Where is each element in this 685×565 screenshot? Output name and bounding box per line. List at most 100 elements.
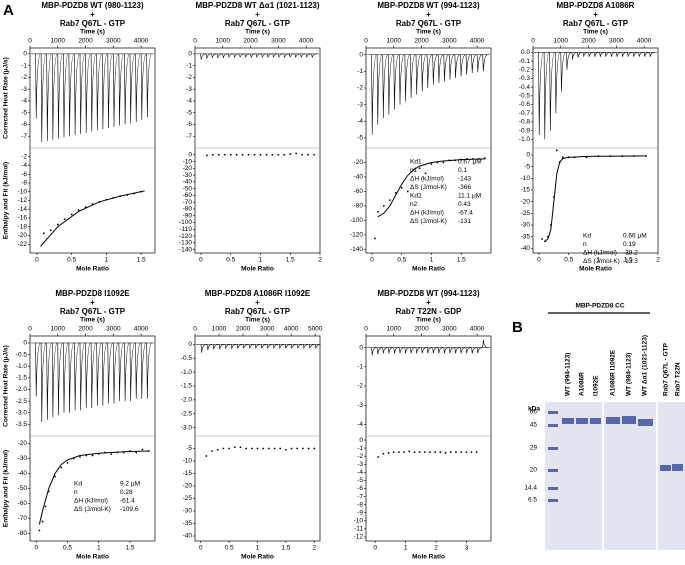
x-tick-label: 2000 [414, 326, 429, 333]
heat-spike [571, 52, 577, 60]
heat-spike [482, 339, 488, 348]
heat-spike [40, 342, 47, 423]
x-tick-label: 4000 [284, 326, 299, 333]
x-tick-label: 3000 [271, 38, 286, 45]
y-tick-label: -4 [357, 469, 363, 476]
x-tick-label: 0 [199, 545, 203, 552]
heat-spike [35, 342, 41, 397]
annotation-key: ΔS (J/mol-K) [583, 258, 620, 265]
data-point [211, 450, 213, 452]
x-axis-title: Time (s) [416, 317, 441, 324]
x-tick-label: 3000 [609, 38, 624, 45]
heat-spike [410, 54, 416, 99]
heat-spike [85, 53, 91, 133]
data-point [216, 448, 219, 451]
y-tick-label: -0.5 [181, 355, 193, 362]
y-tick-label: -40 [18, 470, 28, 477]
annotation-value: 0.67 μM [458, 159, 482, 166]
data-point [388, 199, 391, 202]
y-tick-label: 0 [359, 437, 363, 444]
data-point [398, 451, 400, 454]
x-tick-label: 3000 [442, 38, 457, 45]
heat-spike [302, 344, 309, 349]
data-point [79, 456, 81, 458]
x-axis-title: Time (s) [583, 29, 608, 36]
marker-label: 66 [530, 409, 538, 416]
x-tick-label: 4000 [134, 326, 149, 333]
x-tick-label: 3000 [106, 38, 121, 45]
heat-spike [254, 344, 261, 349]
heat-spike [90, 53, 97, 132]
heat-spike [638, 52, 644, 57]
y-tick-label: -12 [354, 534, 364, 541]
plot-frame [194, 335, 321, 542]
y-tick-label: -30 [18, 455, 28, 462]
heat-spike [284, 344, 291, 349]
y-tick-label: -1 [186, 62, 192, 69]
x-tick-label: 1 [97, 545, 101, 552]
heat-spike [588, 52, 594, 57]
heat-spike [387, 347, 394, 354]
x-tick-label: 1.5 [281, 545, 290, 552]
heat-spike [135, 342, 141, 399]
y-tick-label: -100 [350, 217, 363, 224]
data-point [235, 153, 238, 156]
data-point [49, 229, 52, 232]
heat-spike [224, 344, 231, 349]
annotation-key: ΔS (J/mol-K) [74, 506, 111, 513]
y-tick-label: -3 [357, 101, 363, 108]
heat-spike [140, 342, 147, 399]
heat-spike [233, 53, 239, 58]
heat-spike [51, 53, 58, 140]
heat-spike [554, 52, 561, 114]
y-tick-label: -8 [21, 180, 27, 187]
marker-label: 6.5 [528, 497, 537, 504]
heat-spike [212, 344, 219, 350]
data-point [465, 451, 468, 454]
chart-title: + [255, 298, 260, 307]
y-tick-label: -60 [183, 192, 193, 199]
heat-spike [616, 52, 622, 57]
y-tick-label: -1.5 [16, 375, 28, 382]
chart-title: MBP-PDZD8 WT Δα1 (1021-1123) [195, 1, 319, 10]
y-tick-label: -4 [357, 421, 363, 428]
data-point [387, 452, 390, 454]
x-tick-label: 1000 [554, 38, 569, 45]
x-tick-label: 1 [105, 257, 109, 264]
chart-title: Rab7 Q67L - GTP [225, 19, 291, 28]
y-tick-label: -5 [357, 477, 363, 484]
x-tick-label: 0 [28, 326, 32, 333]
x-tick-label: 2 [434, 545, 438, 552]
data-point [277, 153, 280, 156]
x-tick-label: 1000 [51, 326, 66, 333]
x-tick-label: 1.5 [125, 545, 134, 552]
fit-line [38, 450, 149, 525]
heat-spike [560, 52, 566, 92]
heat-spike [242, 344, 249, 349]
y-tick-label: -0.5 [16, 351, 28, 358]
data-point [295, 152, 298, 155]
y-tick-label: -10 [354, 518, 364, 525]
x-axis-title: Time (s) [80, 317, 105, 324]
heat-spike [308, 344, 315, 349]
heat-spike [101, 342, 108, 406]
marker-label: 29 [530, 445, 538, 452]
heat-spike [399, 347, 405, 354]
heat-spike [222, 53, 228, 59]
heat-spike [146, 53, 152, 118]
x-tick-label: 3000 [106, 326, 121, 333]
x-tick-label: 0 [35, 257, 39, 264]
annotation-key: Kd2 [410, 193, 422, 200]
x-tick-label: 0 [34, 545, 38, 552]
y-tick-label: -20 [183, 483, 193, 490]
x-tick-label: 4000 [470, 38, 485, 45]
y-tick-label: -70 [183, 199, 193, 206]
y-tick-label: -0.4 [519, 84, 531, 91]
data-point [259, 153, 262, 156]
annotation-key: n2 [410, 201, 418, 208]
x-axis-title: Time (s) [416, 29, 441, 36]
x-tick-label: 0 [531, 38, 535, 45]
heat-spike [410, 347, 416, 354]
annotation-key: ΔH (kJ/mol) [74, 498, 108, 505]
data-point [42, 232, 45, 235]
